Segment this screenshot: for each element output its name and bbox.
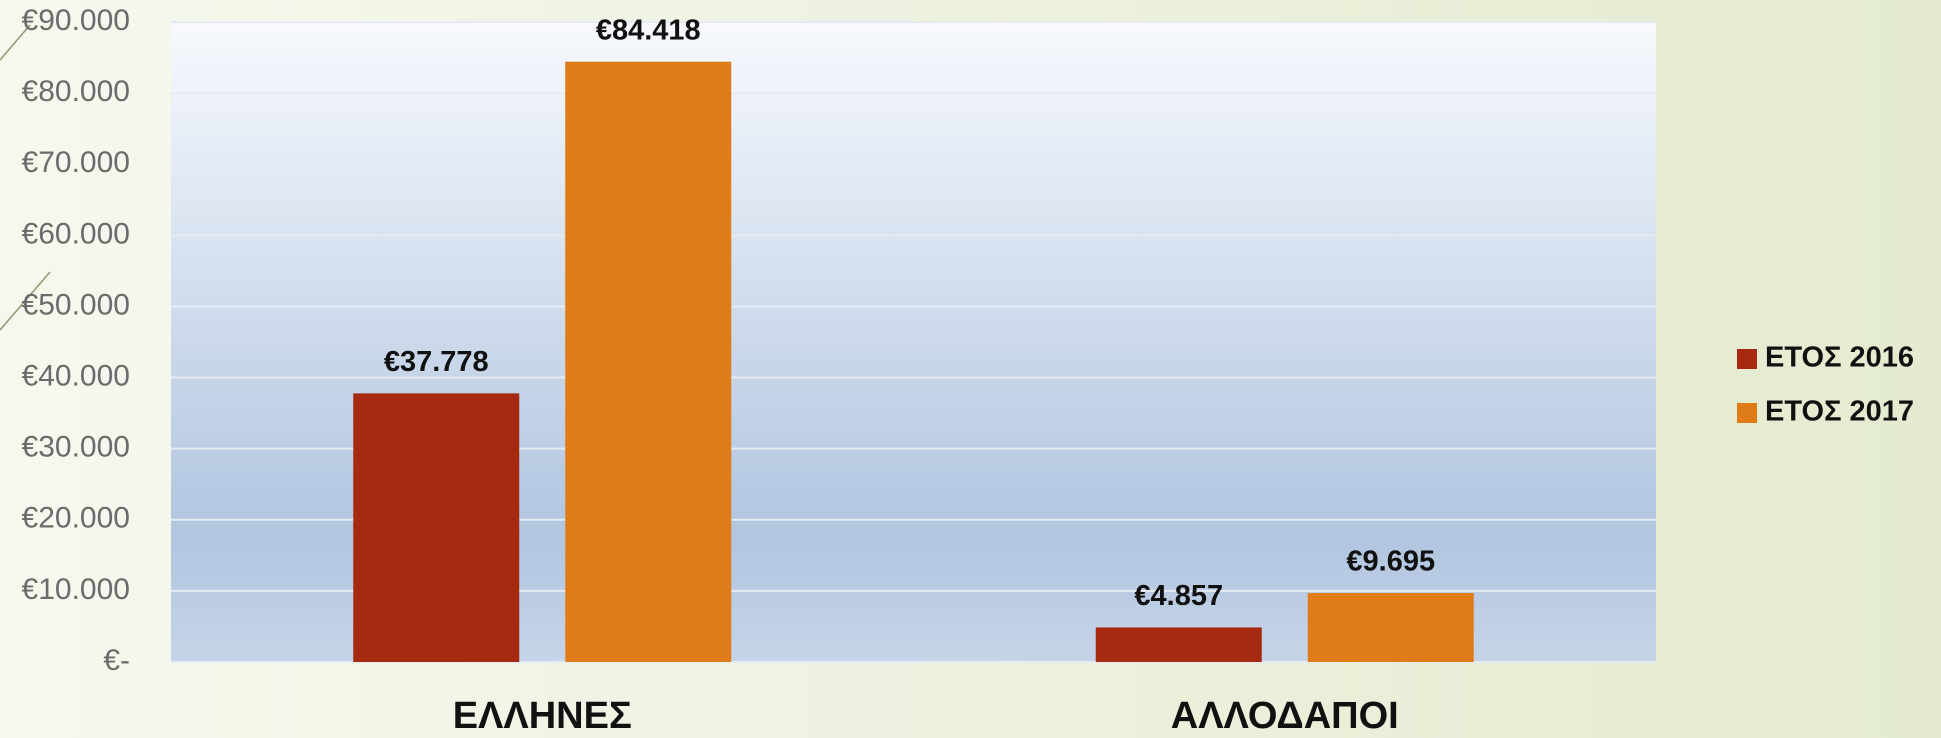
x-tick-label: ΕΛΛΗΝΕΣ xyxy=(453,695,632,737)
bar xyxy=(565,61,732,663)
decoration xyxy=(0,24,31,61)
data-label: €84.418 xyxy=(596,14,701,46)
x-tick-label: ΑΛΛΟΔΑΠΟΙ xyxy=(1171,695,1399,737)
data-label: €9.695 xyxy=(1346,546,1435,578)
bar xyxy=(1307,593,1474,662)
data-label: €4.857 xyxy=(1134,580,1223,612)
y-tick-label: €60.000 xyxy=(22,217,130,250)
legend-swatch xyxy=(1737,349,1757,369)
legend-label: ΕΤΟΣ 2017 xyxy=(1765,396,1914,428)
y-tick-label: €70.000 xyxy=(22,146,130,179)
decoration xyxy=(0,271,51,331)
legend-swatch xyxy=(1737,403,1757,423)
y-tick-label: €80.000 xyxy=(22,75,130,108)
y-tick-label: €10.000 xyxy=(22,573,130,606)
bar xyxy=(1095,627,1262,662)
data-label: €37.778 xyxy=(384,346,489,378)
bar xyxy=(353,393,520,662)
y-tick-label: €- xyxy=(103,644,130,677)
y-tick-label: €30.000 xyxy=(22,431,130,464)
legend-label: ΕΤΟΣ 2016 xyxy=(1765,342,1914,374)
y-tick-label: €20.000 xyxy=(22,502,130,535)
y-tick-label: €50.000 xyxy=(22,288,130,321)
y-tick-label: €40.000 xyxy=(22,359,130,392)
y-tick-label: €90.000 xyxy=(22,4,130,37)
